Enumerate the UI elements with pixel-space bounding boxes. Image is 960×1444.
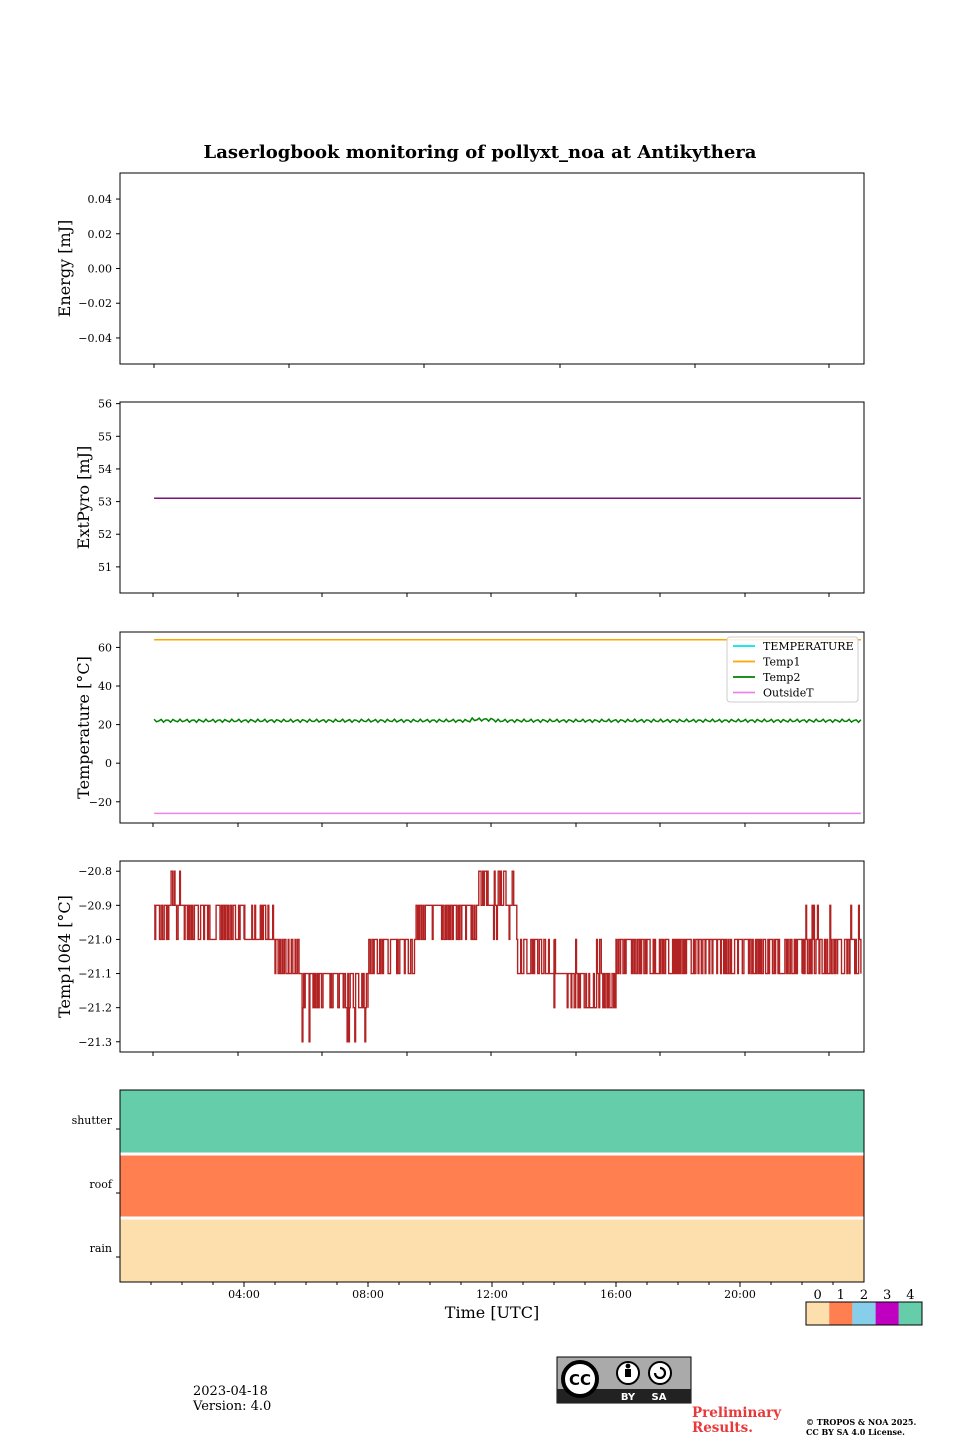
colorbar-swatch-0 — [806, 1302, 830, 1325]
x-tick-label: 12:00 — [476, 1288, 508, 1301]
colorbar-swatch-3 — [875, 1302, 899, 1325]
y-tick-label: −0.02 — [78, 297, 112, 310]
panel-1: 0.04 0.02 0.00 −0.02 −0.04 Energy [mJ] — [55, 172, 865, 368]
y-tick-label: −21.0 — [78, 933, 112, 946]
y-axis-label: Energy [mJ] — [55, 220, 74, 318]
cc-icon — [561, 1360, 599, 1398]
legend: TEMPERATURE Temp1 Temp2 OutsideT — [726, 636, 859, 703]
date-label: 2023-04-18 — [193, 1384, 268, 1399]
panel-4: −20.8 −20.9 −21.0 −21.1 −21.2 −21.3 Temp1064 [… — [55, 860, 865, 1056]
colorbar-swatch-2 — [852, 1302, 876, 1325]
y-tick-label: 20 — [98, 719, 112, 732]
y-tick-label: 0.04 — [88, 193, 113, 206]
y-axis-label: ExtPyro [mJ] — [74, 446, 93, 549]
copyright-line-2: CC BY SA 4.0 License. — [806, 1427, 905, 1437]
y-tick-label: 53 — [98, 496, 112, 509]
colorbar-label-2: 2 — [860, 1288, 868, 1303]
row-label-roof: roof — [89, 1178, 113, 1191]
axes-frame — [119, 172, 865, 365]
axes-frame — [119, 401, 865, 594]
y-tick-label: −21.2 — [78, 1002, 112, 1015]
colorbar-label-1: 1 — [837, 1288, 845, 1303]
plot-area — [154, 870, 862, 1043]
y-tick-label: −0.04 — [78, 332, 112, 345]
row-label-rain: rain — [90, 1242, 112, 1255]
y-tick-label: −20.9 — [78, 899, 112, 912]
y-tick-label: 0.02 — [88, 228, 113, 241]
x-tick-label: 16:00 — [600, 1288, 632, 1301]
y-tick-label: 0.00 — [88, 263, 113, 276]
y-tick-label: 51 — [98, 561, 112, 574]
x-tick-label: 20:00 — [724, 1288, 756, 1301]
legend-box — [726, 636, 859, 703]
x-tick-label: 04:00 — [228, 1288, 260, 1301]
colorbar-label-4: 4 — [906, 1288, 914, 1303]
legend-entry-temperature: TEMPERATURE — [763, 640, 854, 653]
y-tick-label: 60 — [98, 641, 112, 654]
legend-entry-temp1: Temp1 — [763, 656, 800, 669]
status-row-roof — [120, 1154, 864, 1218]
legend-entry-outsidet: OutsideT — [763, 687, 814, 700]
y-tick-label: 0 — [105, 757, 112, 770]
by-label: BY — [621, 1392, 636, 1403]
x-tick-label: 08:00 — [352, 1288, 384, 1301]
colorbar-frame — [805, 1301, 923, 1326]
version-label: Version: 4.0 — [193, 1399, 272, 1414]
colorbar-label-0: 0 — [813, 1288, 821, 1303]
y-tick-label: 55 — [98, 430, 112, 443]
axes-frame — [119, 860, 865, 1053]
copyright-line-1: © TROPOS & NOA 2025. — [806, 1417, 917, 1427]
panel-5: shutter roof rain 04:00 08:00 12:00 16:00 20:00… — [72, 1089, 865, 1322]
y-tick-label: −20.8 — [78, 865, 112, 878]
colorbar-swatch-4 — [898, 1302, 922, 1325]
y-tick-label: 40 — [98, 680, 112, 693]
preliminary-note: Preliminary Results. — [692, 1405, 782, 1436]
cc-label: CC — [569, 1371, 591, 1389]
x-axis-label: Time [UTC] — [445, 1303, 539, 1322]
panel-2: 56 55 54 53 52 51 ExtPyro [mJ] — [74, 398, 865, 597]
colorbar-swatch-1 — [829, 1302, 853, 1325]
y-tick-label: 56 — [98, 398, 112, 411]
sa-label: SA — [652, 1392, 667, 1403]
y-tick-label: −20 — [89, 796, 112, 809]
chart-title: Laserlogbook monitoring of pollyxt_noa a… — [204, 142, 757, 163]
y-axis-label: Temp1064 [°C] — [55, 895, 74, 1018]
cc-license-badge: CC BY SA — [556, 1356, 692, 1404]
y-tick-label: −21.3 — [78, 1036, 112, 1049]
status-row-shutter — [120, 1090, 864, 1154]
series-temp2 — [153, 716, 862, 724]
y-tick-label: −21.1 — [78, 968, 112, 981]
legend-entry-temp2: Temp2 — [763, 671, 800, 684]
series-line-1 — [154, 870, 862, 1043]
row-label-shutter: shutter — [72, 1114, 113, 1127]
axes-frame — [119, 631, 865, 824]
status-row-rain — [120, 1218, 864, 1282]
y-axis-label: Temperature [°C] — [74, 656, 93, 799]
colorbar-label-3: 3 — [883, 1288, 891, 1303]
y-tick-label: 52 — [98, 528, 112, 541]
share-alike-icon — [648, 1361, 672, 1385]
y-tick-label: 54 — [98, 463, 112, 476]
